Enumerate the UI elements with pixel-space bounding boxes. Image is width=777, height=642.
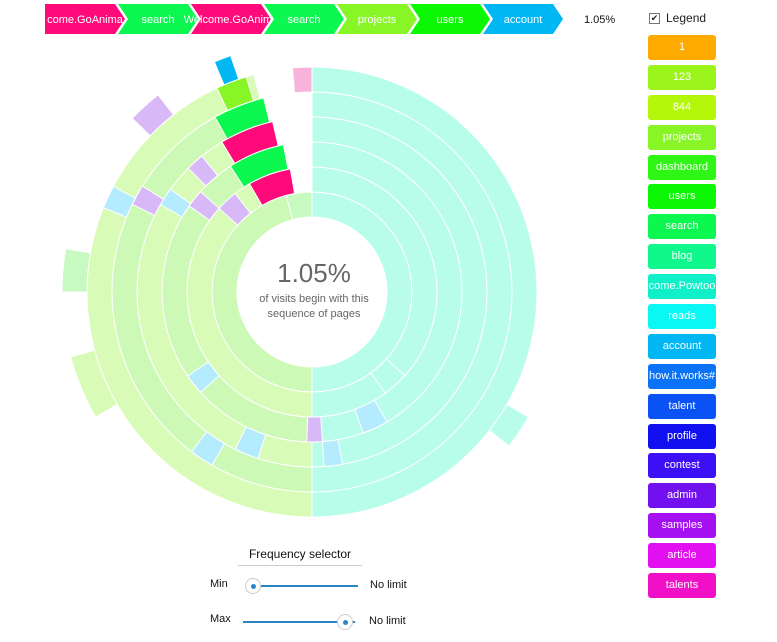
- min-slider-thumb[interactable]: [246, 579, 260, 593]
- legend-item: 1: [648, 35, 716, 60]
- sunburst-segment[interactable]: [354, 399, 388, 434]
- min-slider-track[interactable]: [246, 585, 358, 587]
- breadcrumb-step-label: projects: [358, 14, 397, 26]
- legend-item: samples: [648, 513, 716, 539]
- sunburst-segment[interactable]: [213, 54, 240, 86]
- sunburst-segment[interactable]: [188, 190, 220, 221]
- legend-item: how.it.works#: [648, 363, 716, 389]
- breadcrumb-step-shape: [264, 4, 344, 34]
- legend-item: profile: [648, 423, 716, 449]
- sunburst-segment[interactable]: [131, 94, 175, 137]
- legend-toggle-label: Legend: [666, 11, 707, 25]
- breadcrumb-step-shape: [337, 4, 417, 34]
- sunburst-segment[interactable]: [69, 349, 118, 418]
- legend-item: account: [648, 333, 716, 359]
- sunburst-segment[interactable]: [187, 155, 219, 187]
- legend-item: contest: [648, 453, 716, 479]
- sunburst-segment[interactable]: [370, 358, 406, 394]
- breadcrumb-step: users: [410, 4, 490, 34]
- min-slider-label: Min: [210, 578, 228, 590]
- legend-item: dashboard: [648, 154, 716, 180]
- max-slider-thumb[interactable]: [338, 615, 352, 629]
- breadcrumb-step-shape: [483, 4, 563, 34]
- breadcrumb-step: come.GoAnima: [45, 4, 125, 34]
- legend-item: 123: [648, 64, 716, 90]
- frequency-selector-title: Frequency selector: [238, 547, 362, 566]
- sunburst-segment[interactable]: [61, 248, 91, 293]
- sunburst-segment[interactable]: [234, 426, 267, 460]
- breadcrumb-step-shape: [191, 4, 271, 34]
- breadcrumb-step-shape: [45, 4, 125, 34]
- center-desc-line1: of visits begin with this: [259, 293, 369, 305]
- breadcrumb-step: account: [483, 4, 563, 34]
- legend-item: users: [648, 184, 716, 210]
- breadcrumb-step: Welcome.GoAnima: [184, 4, 279, 34]
- center-description: of visits begin with this sequence of pa…: [234, 292, 394, 322]
- legend-item: projects: [648, 124, 716, 150]
- center-percentage: 1.05%: [277, 258, 351, 288]
- sunburst-segment[interactable]: [102, 185, 137, 218]
- legend: 1 123 844 projects dashboard users search blog c…: [648, 35, 716, 603]
- legend-item: talent: [648, 393, 716, 419]
- sunburst-segment[interactable]: [321, 439, 343, 468]
- breadcrumb-step-label: search: [287, 14, 320, 26]
- max-slider-track[interactable]: [243, 621, 355, 623]
- breadcrumb-step-label: Welcome.GoAnima: [184, 14, 279, 26]
- breadcrumb-step: search: [118, 4, 198, 34]
- legend-item: admin: [648, 483, 716, 509]
- legend-checkbox[interactable]: ✔: [649, 12, 660, 24]
- breadcrumb-step-label: account: [504, 14, 543, 26]
- sunburst-segment[interactable]: [190, 431, 226, 466]
- min-slider-value: No limit: [370, 579, 407, 591]
- legend-item: come.Powtoo: [648, 274, 716, 300]
- legend-item: talents: [648, 573, 716, 599]
- legend-item: blog: [648, 244, 716, 270]
- sunburst-chart[interactable]: [0, 40, 620, 540]
- legend-item: search: [648, 214, 716, 240]
- max-slider-value: No limit: [369, 615, 406, 627]
- legend-toggle[interactable]: ✔ Legend: [649, 11, 706, 25]
- breadcrumb-step-label: come.GoAnima: [47, 14, 124, 26]
- sunburst-segment[interactable]: [86, 74, 313, 518]
- max-slider-label: Max: [210, 613, 231, 625]
- breadcrumb-step-label: search: [141, 14, 174, 26]
- legend-item: 844: [648, 94, 716, 120]
- breadcrumb-step-shape: [118, 4, 198, 34]
- breadcrumb-percentage: 1.05%: [584, 14, 615, 26]
- center-desc-line2: sequence of pages: [267, 308, 361, 320]
- sunburst-segment[interactable]: [218, 192, 252, 226]
- legend-item: reads: [648, 304, 716, 330]
- sunburst-segment[interactable]: [291, 66, 313, 94]
- sunburst-segment[interactable]: [306, 416, 323, 443]
- breadcrumb-step-label: users: [437, 14, 464, 26]
- breadcrumb: come.GoAnima search Welcome.GoAnima search p…: [45, 4, 615, 34]
- legend-item: article: [648, 543, 716, 569]
- sunburst-segment[interactable]: [186, 361, 220, 394]
- breadcrumb-step-shape: [410, 4, 490, 34]
- sunburst-segment[interactable]: [488, 403, 530, 447]
- breadcrumb-step: search: [264, 4, 344, 34]
- breadcrumb-step: projects: [337, 4, 417, 34]
